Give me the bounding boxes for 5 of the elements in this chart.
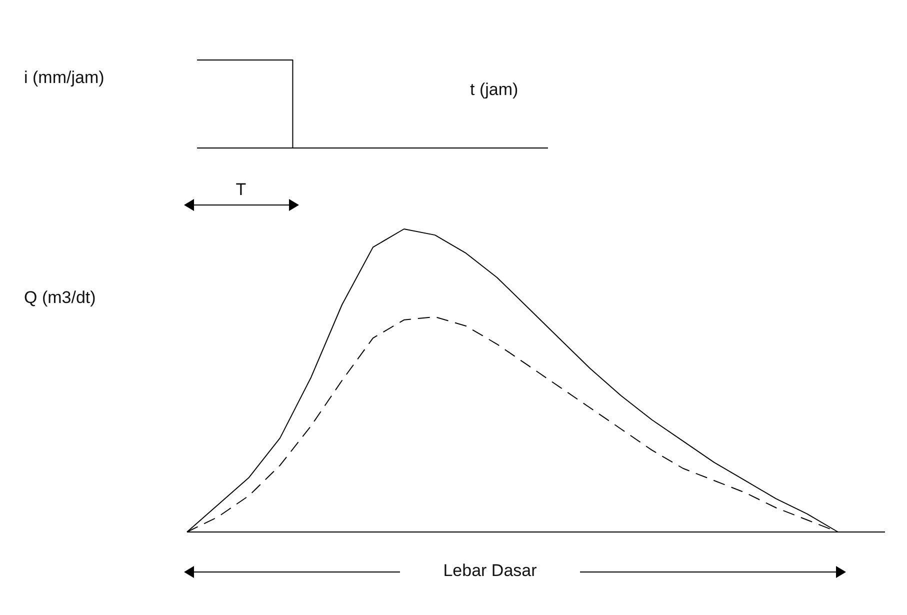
text: Lebar Dasar: [443, 561, 537, 581]
y-axis-title: Q (m3/dt): [24, 288, 96, 308]
x-axis-title: t (jam): [470, 80, 518, 100]
y-axis-title: i (mm/jam): [24, 68, 104, 88]
text: T: [236, 180, 246, 200]
